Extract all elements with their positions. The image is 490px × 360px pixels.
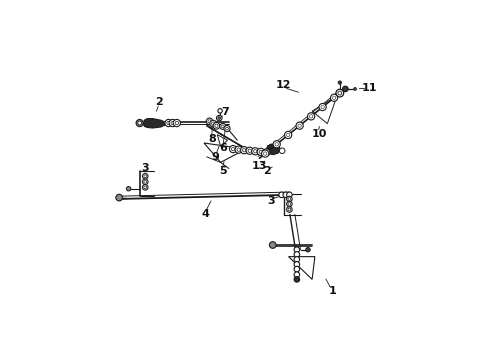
Circle shape [257,148,265,156]
Circle shape [343,86,348,92]
Circle shape [294,272,300,278]
Circle shape [283,192,289,198]
Circle shape [218,109,222,113]
Text: 2: 2 [263,166,271,176]
Circle shape [136,120,143,127]
Circle shape [285,131,292,139]
Circle shape [231,148,235,151]
Circle shape [248,149,251,152]
Circle shape [143,185,148,190]
Circle shape [294,252,300,257]
Circle shape [296,122,303,129]
Circle shape [338,81,342,84]
Circle shape [143,174,148,179]
Circle shape [270,242,276,248]
Circle shape [210,120,217,127]
Circle shape [262,150,269,157]
Circle shape [294,262,300,267]
Circle shape [310,115,313,118]
Circle shape [171,121,174,125]
Circle shape [294,257,300,262]
Circle shape [213,122,220,129]
Text: 10: 10 [311,129,327,139]
Text: 11: 11 [362,83,377,93]
Circle shape [144,186,147,189]
Circle shape [175,121,178,125]
Text: 3: 3 [267,195,275,206]
Circle shape [336,89,343,97]
Text: 1: 1 [328,286,336,296]
Text: 5: 5 [219,166,227,176]
Circle shape [287,201,292,207]
Circle shape [288,198,291,201]
Circle shape [144,180,147,183]
Circle shape [138,121,142,125]
Circle shape [287,207,292,212]
Circle shape [116,194,122,201]
Circle shape [144,175,147,177]
Circle shape [252,148,259,155]
Circle shape [332,96,336,99]
Circle shape [264,152,267,155]
Text: 13: 13 [251,161,267,171]
Circle shape [273,141,280,148]
Circle shape [241,147,248,154]
Text: 7: 7 [221,108,229,117]
Circle shape [220,123,226,129]
Circle shape [259,150,263,153]
Circle shape [279,192,284,198]
Circle shape [169,120,176,127]
Text: 4: 4 [201,209,209,219]
Polygon shape [267,144,280,155]
Circle shape [217,115,222,121]
Circle shape [288,203,291,205]
Circle shape [167,121,170,125]
Circle shape [165,120,172,127]
Circle shape [243,149,246,152]
Text: 2: 2 [155,97,163,107]
Circle shape [254,150,257,153]
Circle shape [275,143,278,146]
Circle shape [294,277,299,282]
Circle shape [321,105,324,109]
Circle shape [287,196,292,202]
Circle shape [143,179,148,185]
Circle shape [279,148,285,153]
Circle shape [298,124,301,127]
Text: 9: 9 [211,152,219,162]
Circle shape [330,94,338,102]
Circle shape [354,87,356,90]
Text: 3: 3 [142,163,149,174]
Circle shape [288,208,291,211]
Polygon shape [143,118,165,128]
Text: 6: 6 [219,143,227,153]
Circle shape [306,247,310,252]
Text: 12: 12 [275,80,291,90]
Circle shape [308,113,315,120]
Circle shape [294,266,300,272]
Circle shape [218,117,220,120]
Circle shape [294,247,300,252]
Circle shape [225,127,228,130]
Circle shape [224,126,230,132]
Circle shape [265,151,268,154]
Circle shape [208,120,211,123]
Circle shape [263,149,270,156]
Circle shape [287,133,290,137]
Circle shape [246,147,253,154]
Circle shape [319,103,326,111]
Circle shape [215,124,218,127]
Circle shape [206,118,213,125]
Circle shape [338,91,342,95]
Circle shape [229,145,237,153]
Circle shape [235,146,242,153]
Circle shape [294,276,300,282]
Circle shape [173,120,180,127]
Circle shape [126,186,131,191]
Circle shape [221,125,224,128]
Circle shape [212,122,215,125]
Circle shape [237,148,240,151]
Text: 8: 8 [208,134,216,144]
Circle shape [287,192,292,198]
